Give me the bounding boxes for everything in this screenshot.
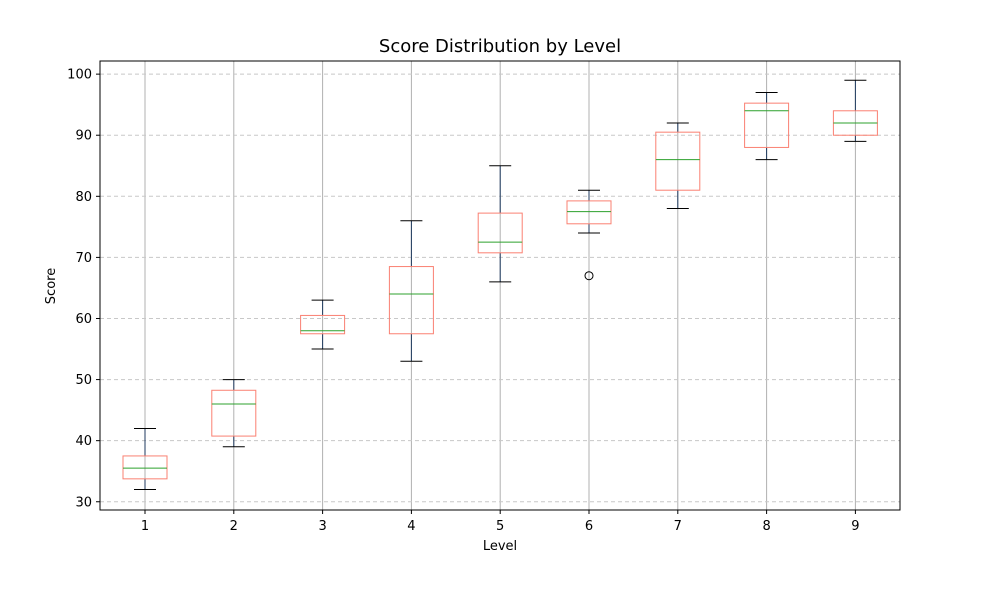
y-tick-label: 40 bbox=[75, 434, 92, 449]
plot-area-frame bbox=[99, 60, 901, 511]
x-tick-label: 8 bbox=[762, 519, 770, 534]
box-group-level-3 bbox=[300, 299, 346, 350]
y-tick-label: 80 bbox=[75, 190, 92, 205]
box-group-level-4 bbox=[388, 220, 434, 362]
iqr-box bbox=[211, 389, 257, 437]
chart-title: Score Distribution by Level bbox=[379, 36, 621, 57]
iqr-box bbox=[388, 266, 434, 335]
y-tick-label: 90 bbox=[75, 129, 92, 144]
y-tick-label: 100 bbox=[67, 68, 92, 83]
x-tick-label: 6 bbox=[585, 519, 593, 534]
grid-lines bbox=[100, 61, 900, 510]
iqr-box bbox=[122, 455, 168, 480]
box-group-level-2 bbox=[211, 379, 257, 448]
x-tick-label: 2 bbox=[230, 519, 238, 534]
y-tick-label: 60 bbox=[75, 312, 92, 327]
y-tick-label: 30 bbox=[75, 495, 92, 510]
box-group-level-5 bbox=[477, 165, 523, 283]
y-tick-label: 70 bbox=[75, 251, 92, 266]
y-tick-label: 50 bbox=[75, 373, 92, 388]
x-tick-label: 5 bbox=[496, 519, 504, 534]
x-tick-label: 9 bbox=[851, 519, 859, 534]
y-axis-label: Score bbox=[44, 268, 59, 304]
x-tick-label: 3 bbox=[318, 519, 326, 534]
box-group-level-8 bbox=[744, 91, 790, 161]
axis-ticks: 1 2 3 4 5 6 7 8 9 30 40 50 60 70 80 90 100 bbox=[67, 68, 859, 534]
iqr-box bbox=[566, 200, 612, 225]
iqr-box bbox=[655, 131, 701, 191]
box-group-level-1 bbox=[122, 427, 168, 491]
x-tick-label: 7 bbox=[674, 519, 682, 534]
x-tick-label: 4 bbox=[407, 519, 415, 534]
x-axis-label: Level bbox=[483, 539, 517, 554]
box-plot-series bbox=[122, 79, 878, 491]
iqr-box bbox=[300, 314, 346, 335]
outlier-point bbox=[584, 271, 594, 281]
box-group-level-9 bbox=[832, 79, 878, 142]
box-group-level-6 bbox=[566, 189, 612, 281]
iqr-box bbox=[477, 212, 523, 254]
iqr-box bbox=[744, 102, 790, 148]
box-group-level-7 bbox=[655, 122, 701, 210]
x-tick-label: 1 bbox=[141, 519, 149, 534]
